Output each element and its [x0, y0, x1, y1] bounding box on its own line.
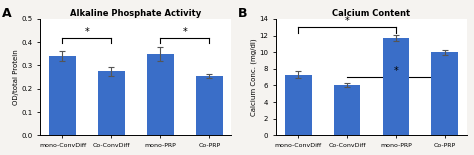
Y-axis label: Calcium Conc. (mg/dl): Calcium Conc. (mg/dl) — [251, 38, 257, 116]
Bar — [98, 71, 125, 135]
Bar — [285, 75, 311, 135]
Title: Calcium Content: Calcium Content — [332, 9, 410, 18]
Title: Alkaline Phosphate Activity: Alkaline Phosphate Activity — [70, 9, 201, 18]
Text: *: * — [393, 66, 398, 76]
Text: A: A — [2, 7, 12, 20]
Text: *: * — [345, 16, 349, 26]
Bar — [196, 76, 223, 135]
Text: *: * — [182, 27, 187, 37]
Bar — [383, 38, 410, 135]
Bar — [431, 52, 458, 135]
Bar — [334, 85, 361, 135]
Bar — [49, 56, 76, 135]
Y-axis label: OD/total Protein: OD/total Protein — [13, 49, 19, 105]
Bar — [147, 54, 174, 135]
Text: B: B — [238, 7, 247, 20]
Text: *: * — [84, 27, 89, 37]
